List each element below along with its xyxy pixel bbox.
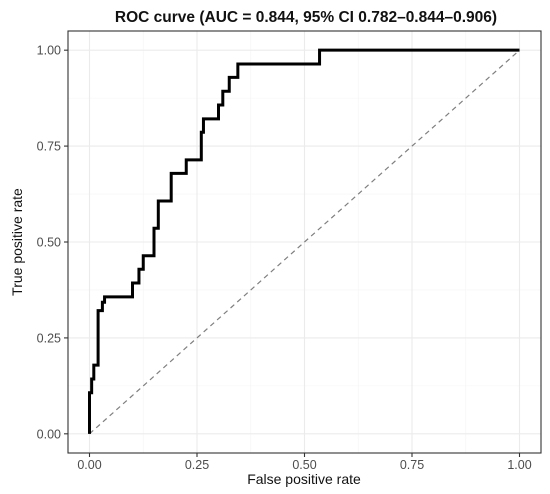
x-tick-label: 0.25 (185, 458, 209, 472)
x-axis-label: False positive rate (247, 471, 361, 487)
x-tick-label: 0.00 (77, 458, 101, 472)
chance-reference-line (89, 49, 520, 435)
y-tick-label: 0.25 (37, 331, 61, 345)
y-tick-label: 0.50 (37, 236, 61, 250)
roc-curve-line (88, 48, 520, 434)
grid (68, 31, 541, 453)
y-tick-label: 1.00 (37, 44, 61, 58)
x-tick-label: 0.75 (400, 458, 424, 472)
x-tick-label: 0.50 (292, 458, 316, 472)
chart-title: ROC curve (AUC = 0.844, 95% CI 0.782–0.8… (115, 9, 497, 26)
y-axis-label: True positive rate (9, 188, 25, 296)
axis-ticks: 0.00 0.25 0.50 0.75 1.00 0.00 0.25 0.50 0.75 1.00 (37, 44, 532, 472)
y-tick-label: 0.00 (37, 427, 61, 441)
x-tick-label: 1.00 (507, 458, 531, 472)
y-tick-label: 0.75 (37, 140, 61, 154)
